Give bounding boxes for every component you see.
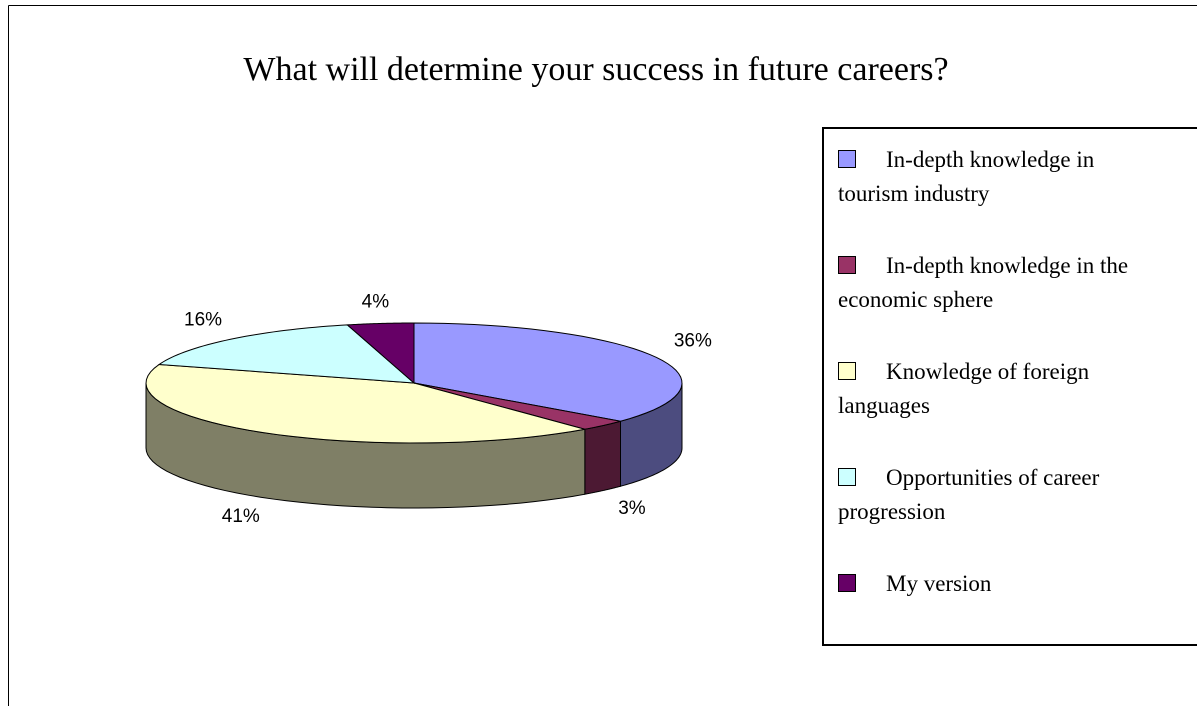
legend-item: In-depth knowledge in tourism industry xyxy=(838,143,1148,211)
legend-swatch xyxy=(838,256,856,274)
legend-label: Knowledge of foreign languages xyxy=(838,359,1090,418)
legend-item: My version xyxy=(838,567,1148,601)
data-label: 16% xyxy=(184,310,222,331)
chart-title: What will determine your success in futu… xyxy=(243,51,948,88)
legend-label: In-depth knowledge in tourism industry xyxy=(838,147,1095,206)
pie-side xyxy=(584,420,621,495)
pie-slice xyxy=(145,363,585,444)
pie-slice xyxy=(346,322,415,385)
pie-slice xyxy=(413,322,683,422)
legend-label: My version xyxy=(886,571,992,596)
legend-swatch xyxy=(838,150,856,168)
legend-swatch xyxy=(838,362,856,380)
legend-item: Opportunities of career progression xyxy=(838,461,1148,529)
legend-swatch xyxy=(838,574,856,592)
legend-item: Knowledge of foreign languages xyxy=(838,355,1148,423)
data-label: 3% xyxy=(618,498,646,519)
legend-label: In-depth knowledge in the economic spher… xyxy=(838,253,1129,312)
pie-slice xyxy=(157,324,416,384)
legend-item: In-depth knowledge in the economic spher… xyxy=(838,249,1148,317)
data-label: 4% xyxy=(362,292,390,313)
data-label: 36% xyxy=(674,331,712,352)
data-label: 41% xyxy=(222,506,260,527)
legend-label: Opportunities of career progression xyxy=(838,465,1100,524)
legend: In-depth knowledge in tourism industry In… xyxy=(822,127,1197,646)
legend-swatch xyxy=(838,468,856,486)
pie-slice xyxy=(413,382,621,430)
